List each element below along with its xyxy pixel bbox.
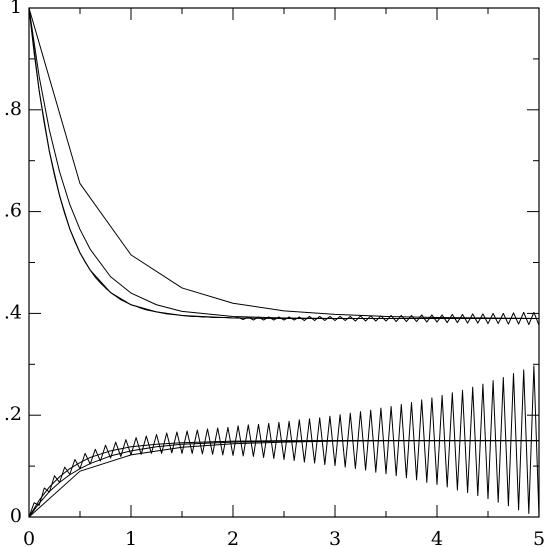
x-tick-label: 5 bbox=[533, 528, 545, 547]
series-line bbox=[28, 440, 539, 518]
series-line bbox=[28, 7, 539, 319]
y-tick-label: .2 bbox=[4, 403, 22, 425]
x-tick-label: 2 bbox=[227, 528, 239, 547]
x-tick-label: 1 bbox=[125, 528, 137, 547]
x-tick-label: 0 bbox=[23, 528, 35, 547]
series-line bbox=[28, 365, 540, 518]
x-tick-label: 3 bbox=[329, 528, 341, 547]
series-line bbox=[28, 440, 539, 518]
y-tick-label: 0 bbox=[10, 505, 22, 527]
series-line bbox=[28, 7, 539, 319]
y-tick-label: 1 bbox=[10, 0, 22, 18]
y-tick-label: .4 bbox=[4, 301, 22, 323]
y-tick-label: .6 bbox=[4, 200, 22, 222]
series-line bbox=[28, 7, 540, 319]
x-tick-label: 4 bbox=[431, 528, 443, 547]
series-line bbox=[28, 7, 540, 326]
y-tick-label: .8 bbox=[4, 98, 22, 120]
